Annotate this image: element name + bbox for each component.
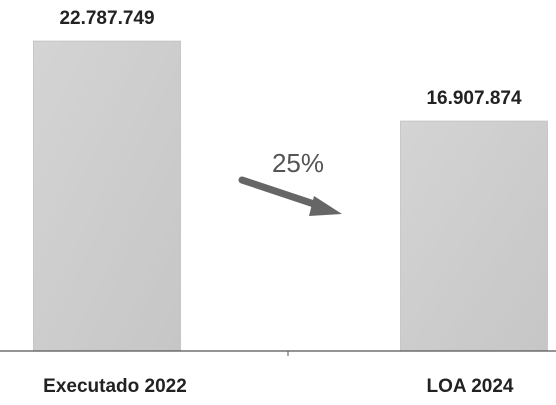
category-labels-group: Executado 2022 LOA 2024: [43, 376, 514, 397]
value-label-0: 22.787.749: [59, 8, 154, 29]
category-label-1: LOA 2024: [427, 376, 514, 397]
bar-0: [33, 40, 181, 352]
bars-group: [33, 40, 548, 352]
value-label-1: 16.907.874: [426, 88, 522, 109]
decrease-annotation: 25%: [238, 148, 342, 216]
arrow-down-right-icon: [238, 176, 342, 216]
percent-change-label: 25%: [272, 148, 324, 178]
value-labels-group: 22.787.749 16.907.874: [59, 8, 522, 109]
category-label-0: Executado 2022: [43, 376, 187, 397]
bar-1: [400, 120, 548, 352]
